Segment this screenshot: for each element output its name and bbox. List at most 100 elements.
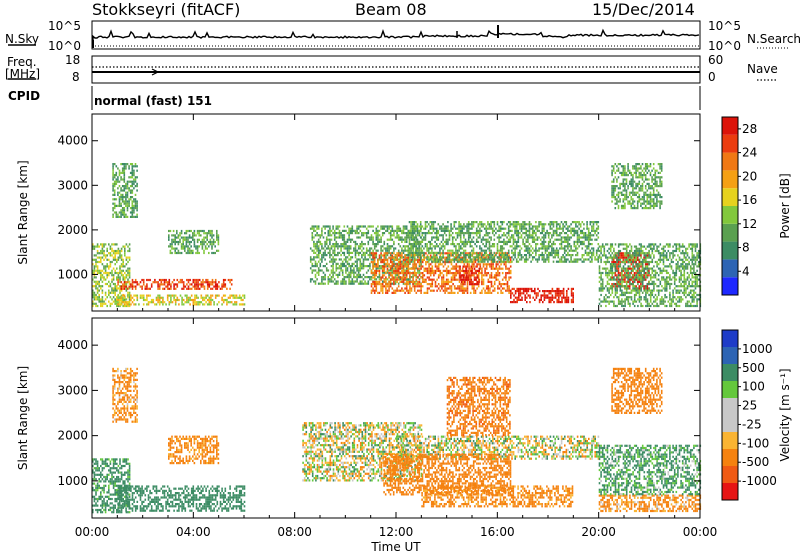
power-echo-cell xyxy=(473,278,476,281)
power-echo-cell xyxy=(407,229,410,232)
power-echo-cell xyxy=(201,243,204,246)
power-echo-cell xyxy=(393,256,395,259)
power-echo-cell xyxy=(101,276,104,279)
power-echo-cell xyxy=(349,247,352,250)
power-echo-cell xyxy=(389,280,392,283)
power-echo-cell xyxy=(632,276,634,279)
power-echo-cell xyxy=(372,256,374,259)
power-echo-cell xyxy=(565,260,568,263)
power-echo-cell xyxy=(586,251,588,254)
power-echo-cell xyxy=(549,223,552,226)
power-echo-cell xyxy=(327,229,330,232)
power-echo-cell xyxy=(581,240,584,243)
power-echo-cell xyxy=(468,263,470,266)
power-echo-cell xyxy=(393,263,395,266)
power-echo-cell xyxy=(427,249,430,252)
power-echo-cell xyxy=(458,258,461,261)
power-echo-cell xyxy=(393,247,395,250)
power-echo-cell xyxy=(529,296,531,299)
power-echo-cell xyxy=(482,238,484,241)
power-echo-cell xyxy=(566,296,568,299)
power-echo-cell xyxy=(313,229,315,232)
power-echo-cell xyxy=(169,229,172,233)
power-echo-cell xyxy=(473,285,475,288)
power-echo-cell xyxy=(477,272,480,275)
power-echo-cell xyxy=(524,296,526,299)
power-echo-cell xyxy=(469,223,472,226)
power-echo-cell xyxy=(449,291,451,294)
power-echo-cell xyxy=(447,238,449,241)
power-echo-cell xyxy=(128,304,131,308)
power-echo-cell xyxy=(428,265,430,268)
power-echo-cell xyxy=(458,221,460,224)
power-echo-cell xyxy=(481,283,483,286)
power-echo-cell xyxy=(324,225,326,228)
power-echo-cell xyxy=(351,251,354,254)
power-echo-cell xyxy=(113,198,116,201)
power-echo-cell xyxy=(319,262,322,265)
power-echo-cell xyxy=(203,236,205,239)
power-echo-cell xyxy=(500,289,502,292)
power-echo-cell xyxy=(512,240,515,243)
power-echo-cell xyxy=(149,287,151,290)
power-echo-cell xyxy=(466,260,468,263)
power-echo-cell xyxy=(463,274,466,277)
power-echo-cell xyxy=(122,285,124,288)
power-echo-cell xyxy=(133,204,135,207)
power-echo-region xyxy=(459,265,481,286)
power-echo-cell xyxy=(119,276,121,279)
power-echo-cell xyxy=(349,258,352,261)
power-echo-cell xyxy=(197,285,199,288)
power-echo-cell xyxy=(458,280,461,283)
power-echo-cell xyxy=(457,269,459,272)
power-echo-cell xyxy=(112,163,114,166)
power-echo-cell xyxy=(112,187,114,190)
power-echo-cell xyxy=(171,245,173,248)
power-echo-cell xyxy=(122,258,124,261)
power-echo-cell xyxy=(554,249,556,252)
power-echo-cell xyxy=(346,273,349,276)
power-echo-cell xyxy=(391,291,394,294)
power-echo-cell xyxy=(389,247,392,250)
power-echo-cell xyxy=(98,298,100,301)
power-echo-cell xyxy=(550,296,552,299)
power-echo-cell xyxy=(117,176,119,179)
power-echo-cell xyxy=(562,236,564,239)
power-echo-cell xyxy=(123,187,126,190)
power-echo-cell xyxy=(630,278,633,281)
power-echo-cell xyxy=(413,263,416,266)
power-echo-cell xyxy=(627,267,629,270)
power-echo-cell xyxy=(480,247,483,250)
power-echo-cell xyxy=(644,272,647,275)
power-echo-cell xyxy=(493,276,496,279)
power-echo-cell xyxy=(108,300,110,303)
power-echo-cell xyxy=(485,227,488,230)
power-echo-cell xyxy=(383,232,386,235)
power-echo-cell xyxy=(171,251,173,255)
power-echo-cell xyxy=(508,276,510,279)
power-echo-cell xyxy=(536,227,539,230)
power-echo-cell xyxy=(587,229,590,232)
power-echo-cell xyxy=(129,176,132,179)
power-echo-cell xyxy=(111,260,113,264)
power-echo-cell xyxy=(314,273,317,276)
power-echo-cell xyxy=(581,260,584,263)
power-echo-cell xyxy=(591,256,593,259)
power-echo-cell xyxy=(166,281,169,284)
power-echo-cell xyxy=(117,180,119,183)
power-echo-cell xyxy=(578,221,580,224)
power-echo-cell xyxy=(172,229,175,233)
power-echo-cell xyxy=(230,283,233,286)
power-echo-cell xyxy=(353,249,355,252)
power-echo-cell xyxy=(381,225,384,228)
power-echo-cell xyxy=(420,276,422,279)
power-echo-cell xyxy=(539,238,542,241)
power-echo-cell xyxy=(538,247,540,250)
power-echo-cell xyxy=(171,238,173,241)
power-echo-cell xyxy=(373,274,376,277)
power-echo-cell xyxy=(195,283,198,286)
power-echo-cell xyxy=(522,290,525,293)
power-echo-cell xyxy=(549,245,552,248)
power-echo-cell xyxy=(453,221,456,224)
power-echo-cell xyxy=(500,252,502,255)
